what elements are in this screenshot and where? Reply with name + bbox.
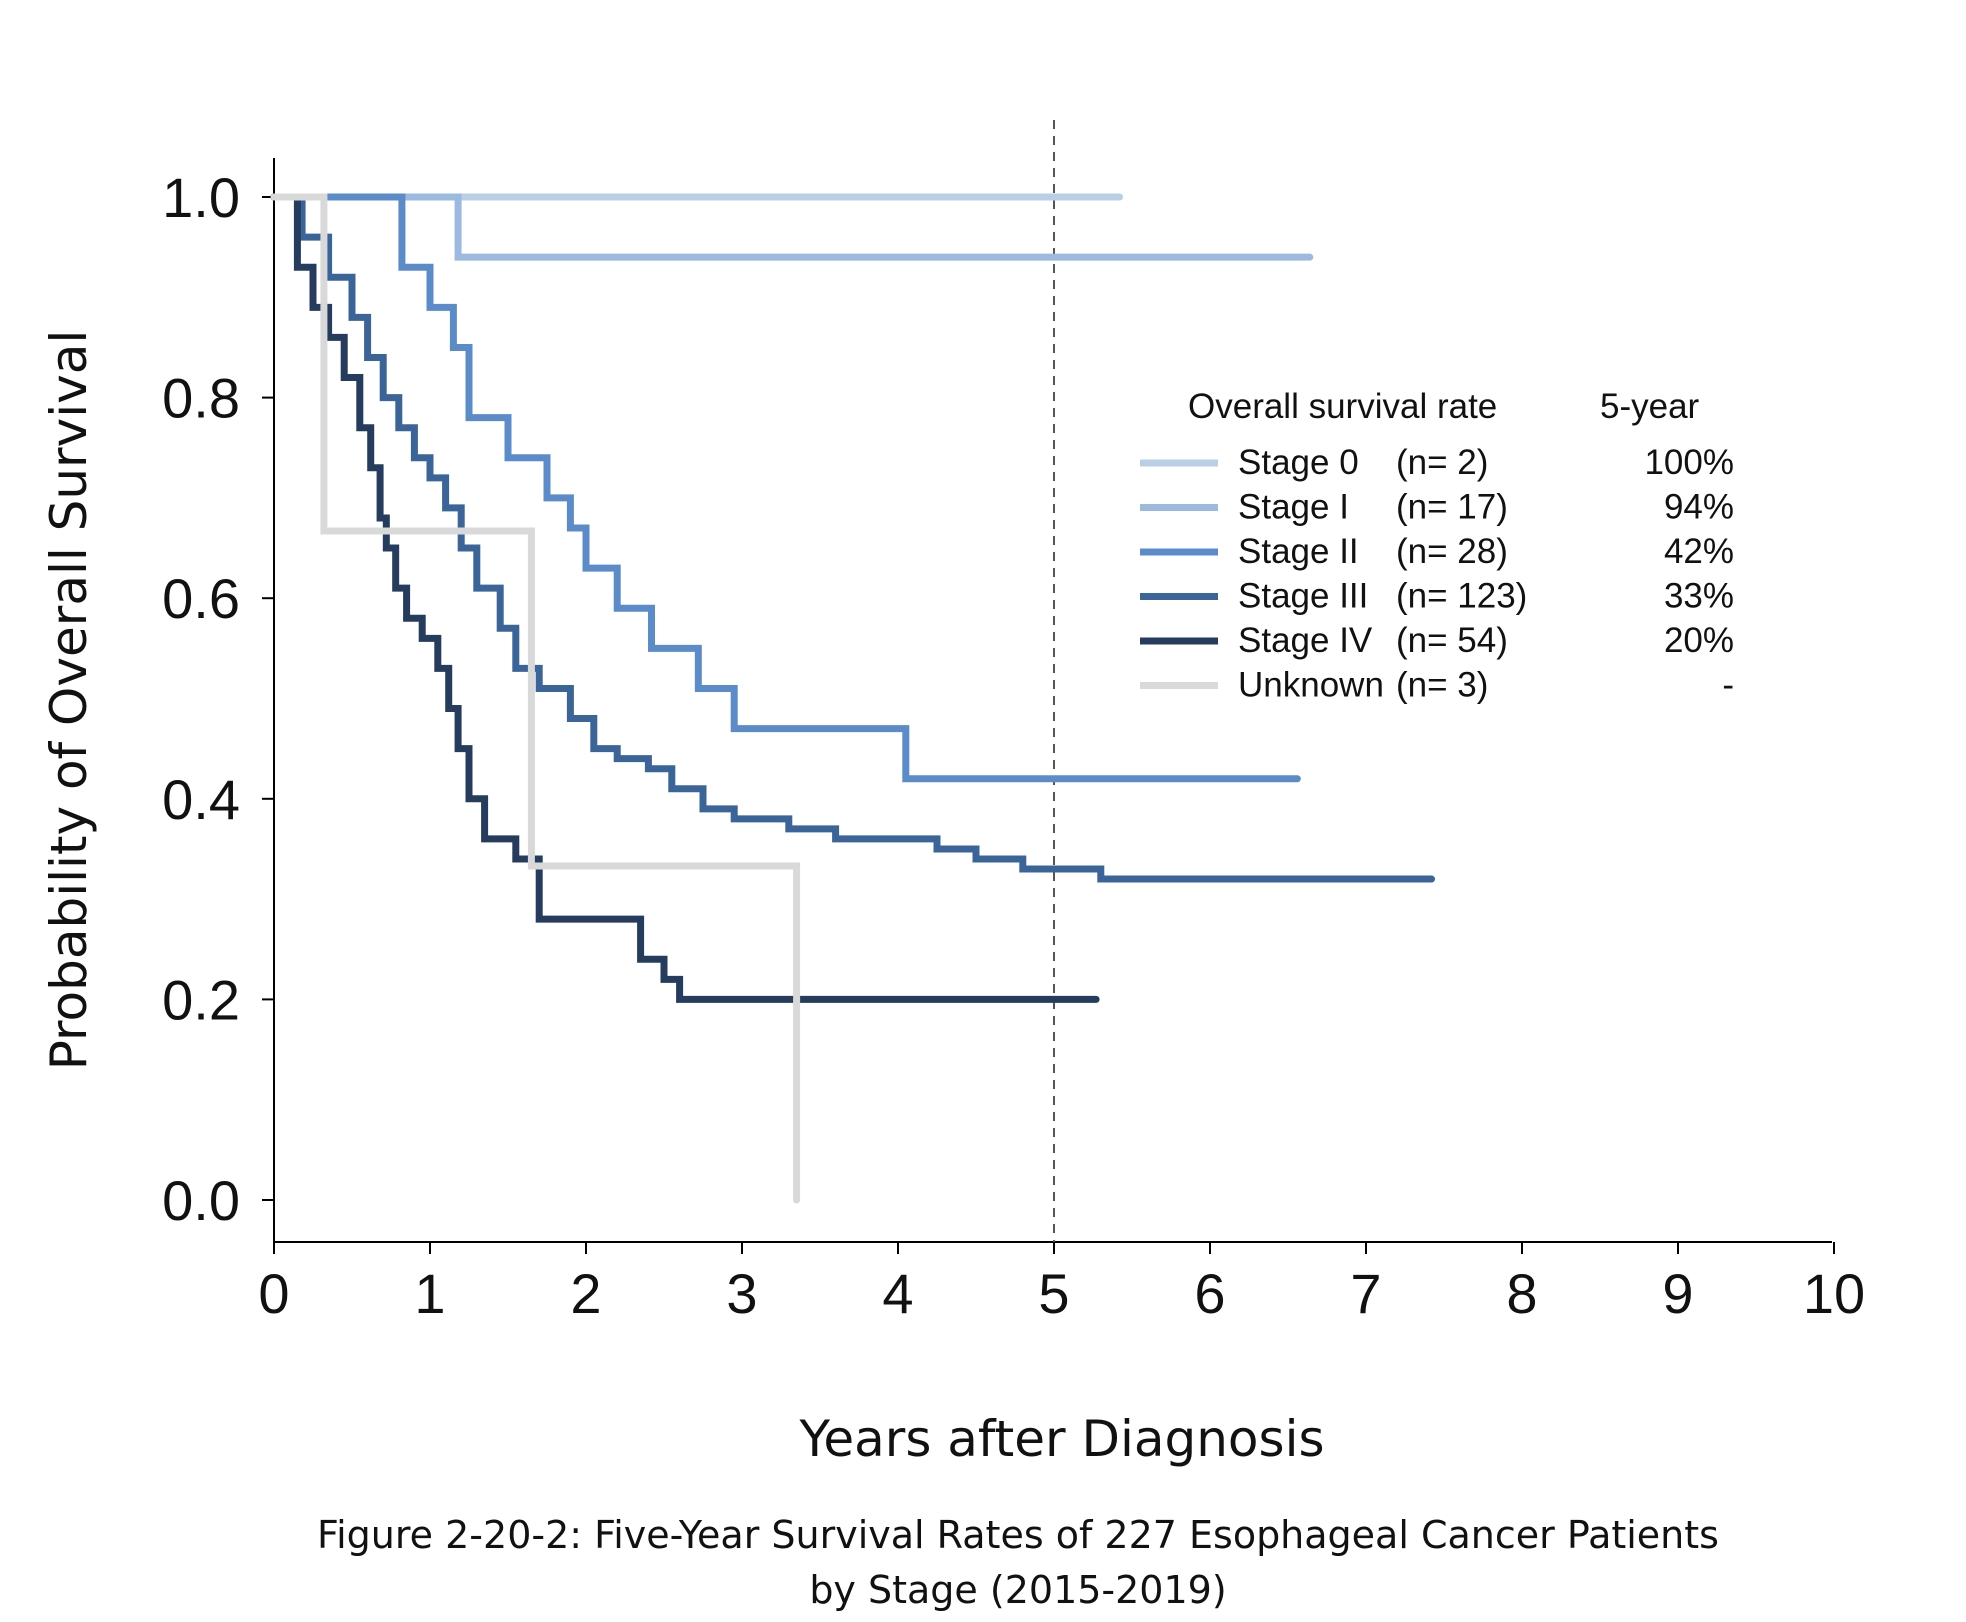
x-tick-label: 3 xyxy=(726,1262,757,1325)
legend-title: Overall survival rate xyxy=(1188,387,1497,426)
y-axis-title: Probability of Overall Survival xyxy=(40,330,98,1070)
x-tick-label: 2 xyxy=(570,1262,601,1325)
y-tick-label: 1.0 xyxy=(162,166,240,229)
x-tick-label: 9 xyxy=(1662,1262,1693,1325)
x-tick-label: 1 xyxy=(414,1262,445,1325)
legend-stage-label: Stage 0 xyxy=(1238,443,1359,482)
curve-stage-iii xyxy=(270,193,1436,883)
y-tick-label: 0.8 xyxy=(162,367,240,430)
x-tick-label: 7 xyxy=(1350,1262,1381,1325)
x-tick-label: 5 xyxy=(1038,1262,1069,1325)
figure-caption-line-1: Figure 2-20-2: Five-Year Survival Rates … xyxy=(317,1513,1719,1557)
x-tick-label: 4 xyxy=(882,1262,913,1325)
y-axis-ticks: 0.0 0.2 0.4 0.6 0.8 1.0 xyxy=(162,166,274,1232)
legend-stage-label: Stage I xyxy=(1238,488,1349,527)
legend-count-label: (n= 54) xyxy=(1396,621,1508,660)
x-axis-ticks: 0 1 2 3 4 5 6 7 8 9 10 xyxy=(258,1242,1865,1325)
x-tick-label: 0 xyxy=(258,1262,289,1325)
legend-stage-label: Stage III xyxy=(1238,577,1368,616)
y-tick-label: 0.4 xyxy=(162,768,240,831)
y-tick-label: 0.6 xyxy=(162,567,240,630)
curve-stage-ii xyxy=(270,193,1301,783)
y-tick-label: 0.0 xyxy=(162,1169,240,1232)
legend-stage-label: Stage II xyxy=(1238,532,1359,571)
legend-rate-value: 100% xyxy=(1644,443,1734,482)
legend-stage-label: Stage IV xyxy=(1238,621,1373,660)
legend-rows: Stage 0 (n= 2) 100% Stage I (n= 17) 94% Stage … xyxy=(1140,443,1734,705)
legend-rate-value: 94% xyxy=(1664,488,1734,527)
legend-stage-label: Unknown xyxy=(1238,666,1384,705)
legend-count-label: (n= 123) xyxy=(1396,577,1527,616)
legend-count-label: (n= 2) xyxy=(1396,443,1488,482)
legend-rate-value: 33% xyxy=(1664,577,1734,616)
legend-count-label: (n= 3) xyxy=(1396,666,1488,705)
x-axis-title: Years after Diagnosis xyxy=(798,1410,1324,1468)
legend: Overall survival rate 5-year Stage 0 (n= … xyxy=(1140,387,1734,705)
legend-rate-value: 20% xyxy=(1664,621,1734,660)
legend-rate-value: - xyxy=(1722,666,1734,705)
curve-stage-iv xyxy=(270,193,1100,1003)
y-tick-label: 0.2 xyxy=(162,968,240,1031)
legend-rate-header: 5-year xyxy=(1600,387,1700,426)
figure-caption-line-2: by Stage (2015-2019) xyxy=(809,1568,1226,1612)
x-tick-label: 8 xyxy=(1506,1262,1537,1325)
x-tick-label: 6 xyxy=(1194,1262,1225,1325)
x-tick-label: 10 xyxy=(1803,1262,1865,1325)
curve-unknown xyxy=(270,193,801,1204)
legend-rate-value: 42% xyxy=(1664,532,1734,571)
survival-curves xyxy=(270,193,1436,1204)
legend-count-label: (n= 28) xyxy=(1396,532,1508,571)
legend-count-label: (n= 17) xyxy=(1396,488,1508,527)
